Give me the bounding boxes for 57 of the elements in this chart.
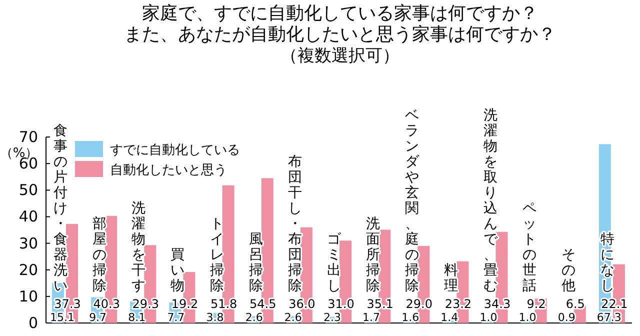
data-label: 1.0 (518, 311, 536, 324)
x-tick-label: 洗濯物を干す (132, 200, 146, 294)
y-tick-label: 30 (18, 234, 38, 252)
category-label: 洗濯物を取り込んで、畳む (483, 108, 498, 294)
x-tick-label: ゴミ出し (327, 232, 342, 294)
x-tick-label: 買い物 (170, 247, 185, 294)
data-label: 9.2 (526, 297, 546, 311)
data-label: 67.3 (596, 311, 622, 324)
x-tick-label: 特になし (600, 232, 614, 294)
legend-label: すでに自動化している (110, 143, 240, 158)
data-label: 2.6 (284, 311, 302, 324)
data-label: 40.3 (93, 297, 120, 311)
x-tick-label: 料理 (444, 262, 458, 294)
data-label: 34.3 (484, 297, 511, 311)
x-tick-label: ペットの世話 (522, 200, 536, 294)
data-label: 29.0 (406, 297, 432, 311)
data-label: 19.2 (171, 297, 198, 311)
chart-subtitle: また、あなたが自動化したいと思う家事は何ですか？ (124, 24, 556, 45)
x-tick-label: 風呂掃除 (248, 232, 263, 294)
legend-label: 自動化したいと思う (110, 163, 227, 178)
data-label: 1.7 (362, 311, 380, 324)
text: （複数選択可） (280, 46, 400, 66)
data-label: 1.6 (402, 311, 420, 324)
data-label: 37.3 (54, 297, 81, 311)
data-label: 22.1 (601, 297, 628, 311)
y-tick-label: 0 (28, 314, 38, 332)
data-label: 3.8 (206, 311, 224, 324)
x-tick-label: その他 (561, 247, 576, 294)
y-tick-label: 40 (18, 208, 38, 226)
data-label: 51.8 (210, 297, 238, 311)
data-label: 31.0 (328, 297, 354, 311)
data-label: 9.7 (89, 311, 107, 324)
y-tick-label: 20 (18, 260, 38, 279)
data-label: 1.4 (440, 311, 458, 324)
y-tick-label: 70 (18, 128, 38, 146)
data-label: 15.1 (50, 311, 74, 324)
data-label: 7.7 (167, 311, 185, 324)
data-label: 2.3 (323, 311, 341, 324)
data-label: 6.5 (566, 297, 585, 311)
data-label: 8.1 (128, 311, 146, 324)
category-label: ベランダや玄関、庭の掃除 (405, 108, 420, 294)
category-label: 布団干し・布団掃除 (288, 154, 302, 294)
x-tick-label: 部屋の掃除 (92, 216, 107, 294)
chart-title: 家庭で、すでに自動化している家事は何ですか？ (142, 3, 538, 24)
x-tick-label: トイレ掃除 (210, 216, 224, 294)
data-label: 35.1 (366, 297, 394, 311)
category-label: 食事の片付け・食器洗い (54, 123, 68, 294)
x-tick-label: 洗面所掃除 (366, 216, 380, 294)
data-label: 0.9 (558, 311, 576, 324)
data-label: 1.0 (480, 311, 498, 324)
data-label: 23.2 (444, 297, 472, 311)
y-tick-label: 10 (18, 287, 38, 306)
data-label: 2.6 (245, 311, 263, 324)
data-label: 36.0 (288, 297, 316, 311)
data-label: 54.5 (250, 297, 276, 311)
y-tick-label: 50 (18, 181, 38, 200)
data-label: 29.3 (132, 297, 160, 311)
